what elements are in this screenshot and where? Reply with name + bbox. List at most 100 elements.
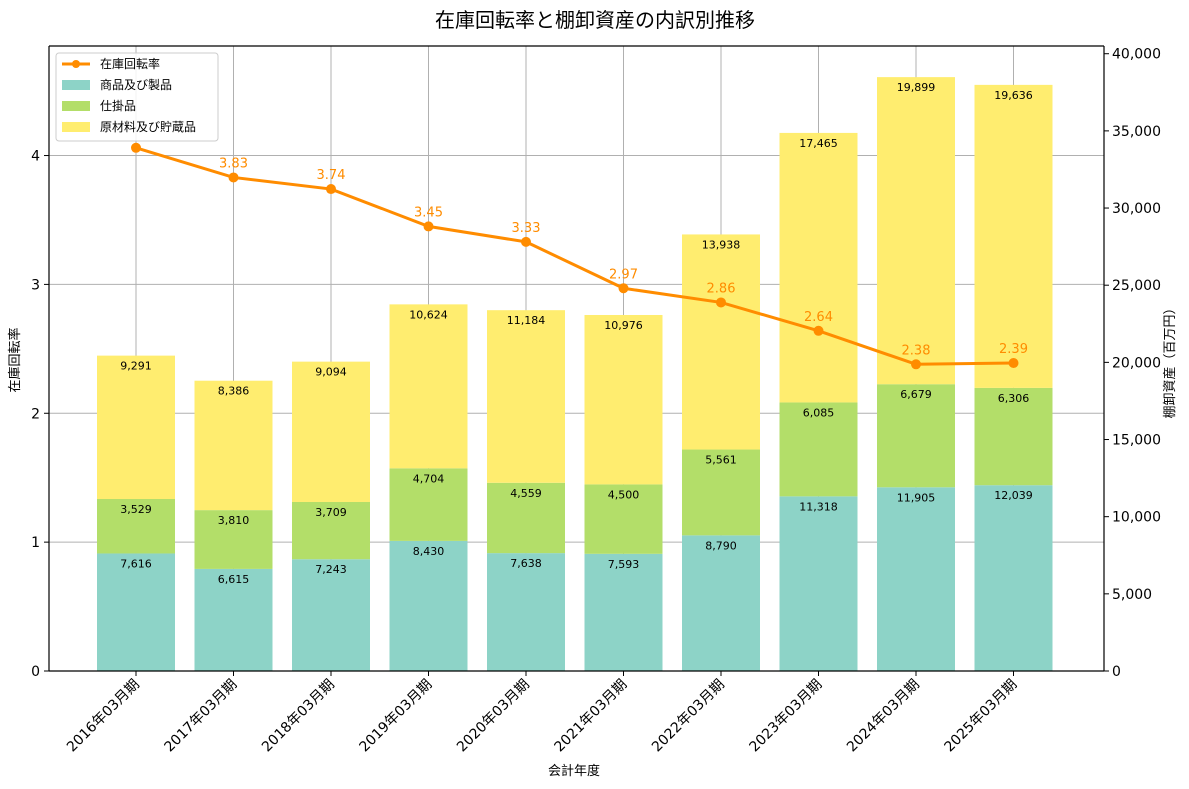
bar-segment xyxy=(974,387,1053,486)
legend-bar-swatch xyxy=(62,122,90,132)
bar-value-label: 7,638 xyxy=(510,557,542,570)
x-tick-label: 2023年03月期 xyxy=(747,677,826,756)
bar-segment xyxy=(682,234,760,450)
turnover-value-label: 2.38 xyxy=(902,343,931,358)
bar-segment xyxy=(97,499,175,554)
right-tick-label: 5,000 xyxy=(1112,587,1152,603)
x-tick-label: 2016年03月期 xyxy=(64,677,143,756)
bar-segment xyxy=(877,384,955,488)
bar-segment xyxy=(584,484,663,554)
right-tick-label: 40,000 xyxy=(1112,47,1161,63)
x-tick-label: 2025年03月期 xyxy=(942,677,1021,756)
right-tick-label: 35,000 xyxy=(1112,124,1161,140)
bar-value-label: 5,561 xyxy=(705,454,737,467)
right-tick-label: 0 xyxy=(1112,664,1121,680)
x-axis-title: 会計年度 xyxy=(548,763,600,779)
x-tick-label: 2019年03月期 xyxy=(357,677,436,756)
bar-segment xyxy=(584,314,663,485)
turnover-line xyxy=(135,146,1014,366)
bar-value-label: 6,615 xyxy=(218,573,250,586)
bar-value-label: 6,679 xyxy=(900,388,932,401)
bar-value-label: 10,624 xyxy=(409,308,448,321)
bar-segment xyxy=(779,132,858,403)
bar-segment xyxy=(682,449,760,536)
legend-bar-swatch xyxy=(62,101,90,111)
bar-value-label: 3,810 xyxy=(218,514,250,527)
bar-segment xyxy=(292,361,370,502)
turnover-point xyxy=(521,236,531,247)
left-tick-label: 0 xyxy=(31,664,40,680)
legend-label: 原材料及び貯蔵品 xyxy=(100,120,196,134)
left-tick-label: 2 xyxy=(31,406,40,422)
bar-value-label: 17,465 xyxy=(799,137,838,150)
bar-segment xyxy=(779,496,858,671)
left-axis-title: 在庫回転率 xyxy=(7,327,23,392)
turnover-value-label: 2.39 xyxy=(999,342,1028,357)
bar-value-label: 11,905 xyxy=(897,491,936,504)
x-tick-label: 2017年03月期 xyxy=(162,677,241,756)
right-tick-label: 10,000 xyxy=(1112,510,1161,526)
bar-value-label: 6,306 xyxy=(998,392,1030,405)
bar-segment xyxy=(487,553,565,671)
bar-layer xyxy=(97,77,1053,671)
right-tick-label: 15,000 xyxy=(1112,433,1161,449)
turnover-point xyxy=(618,283,629,294)
x-tick-label: 2022年03月期 xyxy=(649,677,728,756)
bar-segment xyxy=(487,310,565,483)
turnover-point xyxy=(326,184,336,195)
bar-value-label: 19,636 xyxy=(994,89,1033,102)
bar-segment xyxy=(779,402,858,497)
bar-segment xyxy=(292,559,370,671)
bar-segment xyxy=(194,510,273,569)
turnover-point xyxy=(911,359,921,370)
bar-segment xyxy=(682,535,760,671)
bar-value-label: 4,559 xyxy=(510,487,542,500)
bar-segment xyxy=(97,553,175,671)
bar-value-label: 8,790 xyxy=(705,539,737,552)
bar-value-label: 8,430 xyxy=(413,545,445,558)
bar-value-label: 7,593 xyxy=(608,558,640,571)
bar-segment xyxy=(389,304,468,469)
bar-segment xyxy=(584,553,663,671)
turnover-point xyxy=(131,142,141,153)
bar-segment xyxy=(974,485,1053,671)
bar-value-label: 4,704 xyxy=(413,472,445,485)
bar-segment xyxy=(292,501,370,560)
right-tick-label: 30,000 xyxy=(1112,201,1161,217)
turnover-point xyxy=(813,325,824,336)
bar-value-label: 11,184 xyxy=(507,314,546,327)
bar-value-label: 3,529 xyxy=(120,503,152,516)
bar-value-label: 9,094 xyxy=(315,366,347,379)
bar-value-label: 19,899 xyxy=(897,81,936,94)
legend-line-marker xyxy=(72,60,80,68)
left-tick-label: 3 xyxy=(31,277,40,293)
right-axis-title: 棚卸資産（百万円） xyxy=(1162,301,1178,418)
bar-value-label: 4,500 xyxy=(608,488,640,501)
legend-label: 在庫回転率 xyxy=(100,56,160,71)
x-tick-label: 2020年03月期 xyxy=(454,677,533,756)
bar-segment xyxy=(389,540,468,671)
x-tick-label: 2021年03月期 xyxy=(552,677,631,756)
turnover-value-label: 3.33 xyxy=(512,221,541,236)
bar-value-label: 13,938 xyxy=(702,238,741,251)
bar-segment xyxy=(487,482,565,554)
turnover-line-layer xyxy=(131,142,1019,370)
left-tick-label: 1 xyxy=(31,535,40,551)
turnover-value-label: 3.83 xyxy=(219,156,248,171)
turnover-point xyxy=(1008,358,1019,369)
bar-value-label: 11,318 xyxy=(799,500,838,513)
turnover-value-label: 2.64 xyxy=(804,310,833,325)
bar-segment xyxy=(877,77,955,385)
bar-segment xyxy=(974,84,1053,388)
right-tick-label: 25,000 xyxy=(1112,278,1161,294)
legend-label: 仕掛品 xyxy=(100,98,136,113)
turnover-value-label: 2.97 xyxy=(609,267,638,282)
bar-value-label: 8,386 xyxy=(218,385,250,398)
legend-label: 商品及び製品 xyxy=(100,77,172,92)
legend-box xyxy=(55,52,219,142)
bar-segment xyxy=(194,568,273,671)
turnover-value-label: 3.74 xyxy=(317,168,346,183)
bar-segment xyxy=(877,487,955,671)
bar-segment xyxy=(97,355,175,500)
